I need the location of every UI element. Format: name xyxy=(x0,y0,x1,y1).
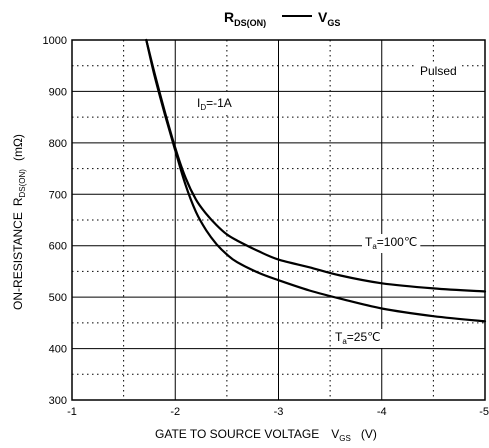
x-tick-label: -3 xyxy=(274,406,284,418)
ticks: 300 400 500 600 700 800 900 1000 -1 -2 -3 -4 -5 xyxy=(43,35,489,418)
x-axis-label: GATE TO SOURCE VOLTAGE VGS (V) xyxy=(155,427,377,443)
series-label-100c: Ta=100℃ xyxy=(365,235,417,251)
y-tick-label: 700 xyxy=(49,189,67,201)
y-tick-label: 900 xyxy=(49,86,67,98)
x-tick-label: -4 xyxy=(377,406,387,418)
grid xyxy=(72,40,485,400)
curves xyxy=(145,38,487,323)
y-tick-label: 800 xyxy=(49,138,67,150)
pulsed-label-bg xyxy=(417,63,460,80)
series-label-100c-bg xyxy=(362,234,421,253)
y-tick-label: 500 xyxy=(49,292,67,304)
series-line-25c xyxy=(145,38,487,323)
y-tick-label: 1000 xyxy=(43,35,67,47)
y-axis-label: ON-RESISTANCERDS(ON)(mΩ) xyxy=(11,134,27,310)
annotations: Pulsed ID=-1A Ta=100℃ Ta=25℃ xyxy=(194,63,460,348)
y-tick-label: 300 xyxy=(49,395,67,407)
y-tick-label: 600 xyxy=(49,241,67,253)
x-tick-label: -2 xyxy=(170,406,180,418)
series-label-25c: Ta=25℃ xyxy=(335,330,381,346)
drain-current-label: ID=-1A xyxy=(197,96,232,112)
series-label-25c-bg xyxy=(332,329,384,348)
x-tick-label: -1 xyxy=(67,406,77,418)
y-tick-label: 400 xyxy=(49,344,67,356)
drain-current-label-bg xyxy=(194,95,235,114)
x-tick-label: -5 xyxy=(479,406,489,418)
plot-frame xyxy=(71,39,486,401)
chart-title-right: VGS xyxy=(318,9,340,28)
chart-title: RDS(ON) xyxy=(224,9,266,28)
pulsed-label: Pulsed xyxy=(420,64,457,78)
